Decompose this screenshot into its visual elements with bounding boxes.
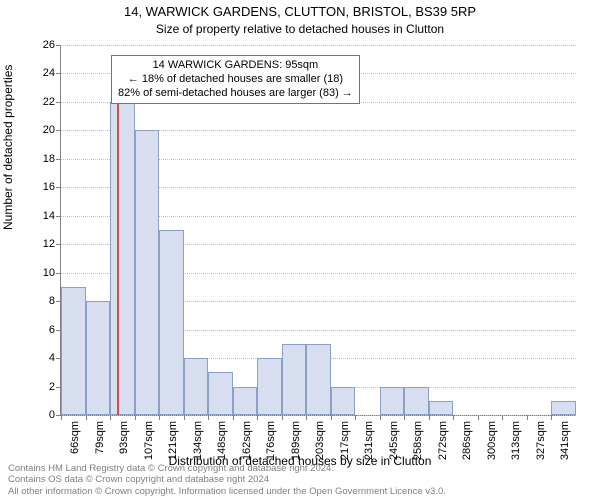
histogram-bar [331,387,356,415]
ytick-label: 24 [35,67,55,79]
ytick-label: 10 [35,267,55,279]
ytick-label: 26 [35,39,55,51]
histogram-bar [282,344,307,415]
footer-line2: Contains OS data © Crown copyright and d… [8,474,446,485]
ytick-label: 8 [35,295,55,307]
xtick-mark [380,415,381,420]
histogram-bar [61,287,86,415]
ytick-label: 12 [35,238,55,250]
histogram-bar [306,344,331,415]
annotation-line: ← 18% of detached houses are smaller (18… [118,73,353,87]
histogram-bar [208,372,233,415]
ytick-label: 0 [35,409,55,421]
ytick-label: 22 [35,96,55,108]
xtick-mark [282,415,283,420]
histogram-bar [184,358,209,415]
histogram-bar [110,102,135,415]
chart-title-line2: Size of property relative to detached ho… [0,22,600,36]
xtick-mark [478,415,479,420]
xtick-mark [61,415,62,420]
ytick-mark [56,187,61,188]
footer-line1: Contains HM Land Registry data © Crown c… [8,463,446,474]
xtick-mark [208,415,209,420]
xtick-mark [551,415,552,420]
plot-area: 0246810121416182022242666sqm79sqm93sqm10… [60,45,576,416]
ytick-label: 4 [35,352,55,364]
annotation-line: 82% of semi-detached houses are larger (… [118,87,353,101]
annotation-box: 14 WARWICK GARDENS: 95sqm← 18% of detach… [111,55,360,104]
ytick-label: 14 [35,210,55,222]
ytick-mark [56,130,61,131]
xtick-mark [404,415,405,420]
ytick-label: 20 [35,124,55,136]
xtick-mark [331,415,332,420]
xtick-mark [110,415,111,420]
histogram-bar [257,358,282,415]
xtick-mark [527,415,528,420]
histogram-bar [135,130,160,415]
xtick-mark [159,415,160,420]
ytick-mark [56,73,61,74]
property-marker-line [117,102,119,415]
chart-title-line1: 14, WARWICK GARDENS, CLUTTON, BRISTOL, B… [0,4,600,19]
xtick-mark [135,415,136,420]
xtick-mark [502,415,503,420]
xtick-mark [453,415,454,420]
annotation-line: 14 WARWICK GARDENS: 95sqm [118,59,353,73]
xtick-mark [355,415,356,420]
ytick-label: 16 [35,181,55,193]
grid-line [61,415,576,416]
histogram-bar [429,401,454,415]
xtick-mark [306,415,307,420]
ytick-label: 2 [35,381,55,393]
histogram-bar [159,230,184,415]
y-axis-label: Number of detached properties [1,65,15,230]
histogram-bar [233,387,258,415]
histogram-bar [551,401,576,415]
histogram-bar [380,387,405,415]
xtick-mark [429,415,430,420]
ytick-mark [56,102,61,103]
histogram-bar [404,387,429,415]
ytick-mark [56,159,61,160]
ytick-label: 6 [35,324,55,336]
ytick-mark [56,216,61,217]
xtick-mark [184,415,185,420]
histogram-bar [86,301,111,415]
xtick-mark [86,415,87,420]
ytick-mark [56,273,61,274]
grid-line [61,45,576,46]
footer-line3: All other information © Crown copyright.… [8,486,446,497]
ytick-mark [56,244,61,245]
ytick-label: 18 [35,153,55,165]
footer-attribution: Contains HM Land Registry data © Crown c… [8,463,446,497]
ytick-mark [56,45,61,46]
xtick-mark [257,415,258,420]
xtick-mark [233,415,234,420]
